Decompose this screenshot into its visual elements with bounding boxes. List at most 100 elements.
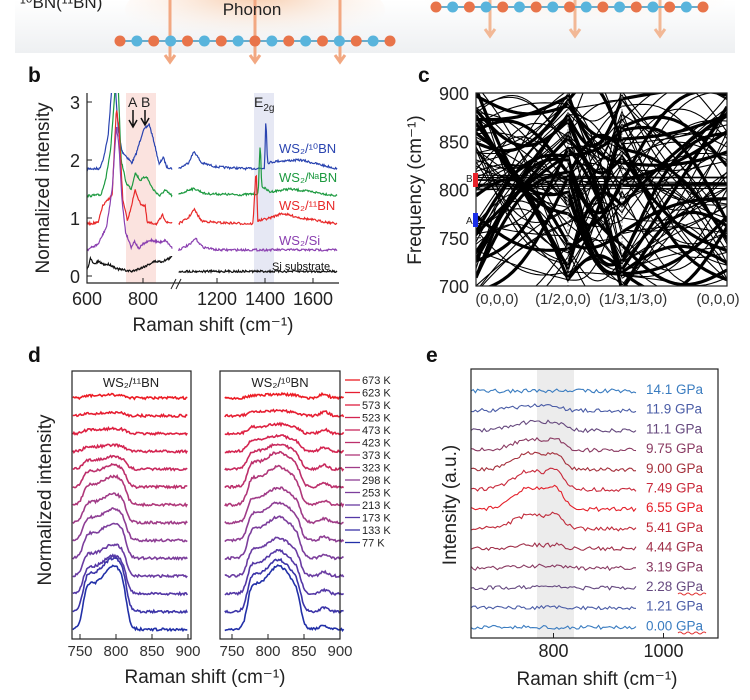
banner-illustration: ¹⁰BN(¹¹BN) Phonon [15,0,735,65]
pressure-label: 2.28 GPa [646,579,704,594]
temperature-curve [72,392,188,401]
phonon-band [476,114,727,245]
series-line-left [87,93,173,198]
arrow-down-icon [163,0,177,65]
y-tick-label: 3 [70,93,80,113]
y-tick-label: 2 [70,151,80,171]
axes-e [470,368,719,639]
phonon-band [476,94,727,142]
shade-gray [537,370,574,638]
temperature-curve [224,450,345,490]
banner-phonon-label: Phonon [223,0,282,19]
temperature-curve [72,564,188,633]
y-axis-title-d: Normalized intensity [35,414,56,586]
pressure-curve [470,388,637,394]
series-line-left [87,126,173,252]
atom-icon [215,35,227,47]
phonon-band [476,93,727,205]
temperature-curve [224,408,345,419]
panel-c: c 700 750 800 850 900 (0,0,0) (1/2,0,0) (1/3,1/… [405,64,740,308]
y-tick-label: 900 [439,84,469,104]
x-tick-label: 600 [72,289,102,309]
atom-icon [680,1,692,13]
atom-icon [350,35,362,47]
temperature-curve [72,553,188,597]
pressure-curve [470,563,637,572]
atom-icon [114,35,126,47]
x-tick-label: 1400 [245,289,285,309]
phonon-band [478,93,727,278]
phonon-band [476,93,727,163]
x-tick-label: 750 [67,643,92,660]
arrow-down-icon [248,0,262,65]
atom-icon [630,1,642,13]
phonon-band [476,122,727,263]
pressure-curve [470,604,637,611]
pressure-label: 5.41 GPa [646,520,704,535]
atom-icon [447,1,459,13]
legend-label: 673 K [362,375,391,387]
temperature-curve [72,474,188,508]
x-tick-label: (1/3,1/3,0) [599,291,667,308]
series-line-right [178,237,338,253]
temperature-curve [72,410,188,419]
marker-A-label: A [466,216,473,227]
legend-label: WS₂/¹⁰BN [279,141,336,156]
y-tick-label: 1 [70,209,80,229]
pressure-curve [470,437,637,453]
atom-icon [530,1,542,13]
x-tick-label: 1000 [643,641,683,661]
axes-d-right [219,370,341,640]
legend-label: 623 K [362,388,391,400]
pressure-label: 11.1 GPa [646,421,703,436]
phonon-band [476,93,727,219]
atom-icon [317,35,328,47]
atom-chains [114,0,709,65]
temperature-curve [72,506,188,544]
phonon-band [476,115,727,252]
pressure-label: 0.00 GPa [646,618,704,633]
series-line-left [87,93,173,172]
atom-icon [497,1,509,13]
axis-break-icon [170,278,182,290]
annotation-B: B [141,94,150,110]
y-axis-title-e: Intensity (a.u.) [440,445,461,565]
annotation-E2g: E2g [254,94,274,114]
temperature-curve [72,426,188,437]
atom-icon [198,35,210,47]
phonon-band [476,229,695,286]
pressure-label: 9.00 GPa [646,461,704,476]
temperature-curve [224,564,345,633]
x-tick-label: 1600 [293,289,333,309]
x-tick-label: (0,0,0) [696,291,739,308]
pressure-curve [470,450,637,473]
atom-icon [647,1,659,13]
atom-icon [266,35,278,47]
temperature-curve [72,443,188,455]
y-tick-label: 700 [439,277,469,297]
phonon-band [476,106,727,286]
atom-icon [430,1,442,13]
legend-label: 523 K [362,413,391,425]
atom-icon [580,1,592,13]
atom-icon [697,1,709,13]
phonon-band [476,94,727,271]
y-tick-label: 800 [439,181,469,201]
x-tick-label: 800 [255,643,280,660]
legend-label: Si substrate [272,261,330,273]
phonon-band [476,103,727,208]
legend-label: WS₂/¹¹BN [279,198,335,213]
panel-b: b 0 1 2 3 600 800 1200 1400 1600 A B E2g WS₂/¹⁰B… [28,64,339,336]
atom-icon [300,35,312,47]
legend-label: WS₂/ᴺᵃBN [279,170,337,185]
subplot-title: WS₂/¹¹BN [103,375,159,390]
pressure-curve [470,403,637,414]
temperature-curve [224,464,345,508]
phonon-band [476,93,727,277]
temperature-curve [224,433,345,454]
legend-label: 77 K [362,538,385,550]
pressure-curve [470,511,637,532]
temperature-curve [224,536,345,579]
